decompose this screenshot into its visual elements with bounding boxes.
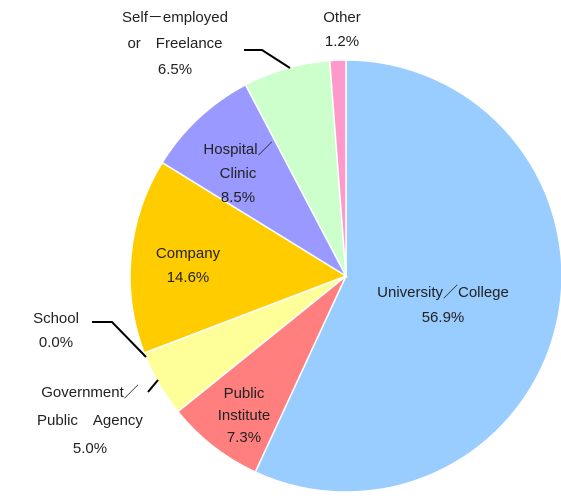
value-label: 6.5% <box>158 61 192 78</box>
value-label: 56.9% <box>422 309 465 326</box>
pie-slice <box>129 161 348 354</box>
slice-label: Public Institute <box>218 385 271 424</box>
pie-slice <box>254 59 561 493</box>
value-label: 5.0% <box>73 440 107 457</box>
pie-slice <box>161 83 348 279</box>
leader-line <box>147 379 159 393</box>
leader-line <box>92 321 147 358</box>
value-label: 8.5% <box>221 189 255 206</box>
slice-label: Company <box>156 245 221 262</box>
slice-label: School <box>33 310 79 327</box>
value-label: 7.3% <box>227 429 261 446</box>
pie <box>129 59 561 493</box>
slice-label: Self－employed or Freelance <box>122 9 228 52</box>
slice-label: Other <box>323 9 361 26</box>
value-label: 0.0% <box>39 334 73 351</box>
labels: University／College 56.9% Public Institute 7.… <box>33 9 509 457</box>
pie-slice <box>176 275 347 474</box>
slice-label: University／College <box>377 284 509 301</box>
slice-label: Government／ Public Agency <box>37 384 143 429</box>
slice-label: Hospital／ Clinic <box>203 141 272 182</box>
leader-line <box>244 49 291 69</box>
value-label: 14.6% <box>167 269 210 286</box>
value-label: 1.2% <box>325 33 359 50</box>
pie-slice <box>328 59 347 277</box>
